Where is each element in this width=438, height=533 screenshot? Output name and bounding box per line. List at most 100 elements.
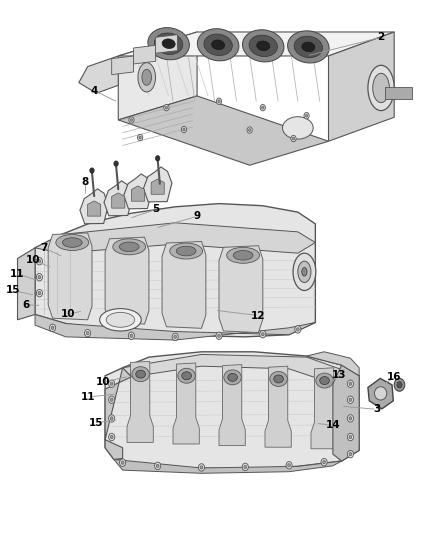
- Ellipse shape: [374, 387, 387, 400]
- Circle shape: [36, 289, 42, 297]
- Circle shape: [121, 461, 124, 464]
- Ellipse shape: [63, 238, 82, 247]
- Circle shape: [128, 332, 134, 340]
- Circle shape: [172, 333, 178, 341]
- Polygon shape: [80, 189, 109, 224]
- Polygon shape: [104, 181, 132, 216]
- Bar: [385, 87, 412, 99]
- Circle shape: [129, 117, 134, 123]
- Circle shape: [165, 106, 168, 109]
- Circle shape: [38, 276, 41, 279]
- Polygon shape: [35, 204, 315, 337]
- Text: 11: 11: [80, 392, 95, 402]
- Circle shape: [349, 398, 352, 401]
- Circle shape: [38, 292, 41, 295]
- Ellipse shape: [119, 242, 139, 252]
- Polygon shape: [88, 201, 101, 216]
- Circle shape: [114, 161, 118, 166]
- Circle shape: [36, 257, 42, 265]
- Circle shape: [260, 330, 266, 338]
- Polygon shape: [333, 365, 359, 461]
- Circle shape: [349, 435, 352, 439]
- Ellipse shape: [243, 30, 284, 62]
- Circle shape: [397, 382, 402, 388]
- Polygon shape: [311, 368, 337, 449]
- Ellipse shape: [293, 253, 316, 290]
- Circle shape: [155, 462, 161, 470]
- Polygon shape: [134, 45, 155, 64]
- Ellipse shape: [198, 29, 239, 61]
- Circle shape: [291, 135, 296, 142]
- Polygon shape: [105, 237, 149, 324]
- Circle shape: [85, 329, 91, 337]
- Ellipse shape: [373, 73, 389, 102]
- Ellipse shape: [142, 69, 152, 85]
- Circle shape: [216, 332, 222, 340]
- Circle shape: [90, 168, 94, 173]
- Text: 13: 13: [332, 370, 347, 380]
- Circle shape: [394, 378, 405, 391]
- Circle shape: [216, 98, 222, 104]
- Text: 4: 4: [91, 86, 98, 95]
- Circle shape: [138, 134, 143, 141]
- Circle shape: [156, 464, 159, 467]
- Ellipse shape: [302, 268, 307, 276]
- Circle shape: [86, 332, 89, 335]
- Ellipse shape: [298, 261, 311, 282]
- Circle shape: [139, 136, 141, 139]
- Circle shape: [260, 104, 265, 111]
- Circle shape: [286, 462, 292, 469]
- Polygon shape: [127, 361, 153, 442]
- Polygon shape: [155, 35, 177, 53]
- Ellipse shape: [274, 375, 283, 383]
- Ellipse shape: [227, 247, 259, 263]
- Polygon shape: [307, 352, 359, 376]
- Circle shape: [297, 328, 299, 331]
- Text: 12: 12: [251, 311, 266, 320]
- Ellipse shape: [257, 41, 270, 51]
- Circle shape: [347, 415, 353, 422]
- Ellipse shape: [113, 239, 145, 255]
- Ellipse shape: [283, 117, 313, 139]
- Text: 15: 15: [89, 418, 104, 427]
- Polygon shape: [328, 32, 394, 141]
- Circle shape: [109, 380, 115, 387]
- Circle shape: [292, 137, 295, 140]
- Ellipse shape: [270, 372, 287, 386]
- Text: 10: 10: [60, 310, 75, 319]
- Polygon shape: [79, 56, 118, 93]
- Ellipse shape: [132, 367, 149, 382]
- Ellipse shape: [288, 31, 329, 63]
- Circle shape: [261, 333, 264, 336]
- Circle shape: [51, 326, 54, 329]
- Text: 15: 15: [6, 286, 21, 295]
- Circle shape: [181, 126, 187, 133]
- Circle shape: [295, 326, 301, 333]
- Polygon shape: [118, 32, 197, 120]
- Ellipse shape: [136, 370, 145, 378]
- Polygon shape: [219, 365, 245, 446]
- Polygon shape: [35, 223, 315, 253]
- Text: 10: 10: [25, 255, 40, 264]
- Polygon shape: [173, 363, 199, 444]
- Text: 11: 11: [10, 269, 25, 279]
- Polygon shape: [219, 246, 263, 333]
- Circle shape: [109, 396, 115, 403]
- Text: 16: 16: [387, 373, 402, 382]
- Polygon shape: [105, 352, 359, 469]
- Ellipse shape: [316, 373, 333, 388]
- Polygon shape: [368, 378, 393, 409]
- Circle shape: [130, 118, 133, 122]
- Ellipse shape: [302, 42, 315, 52]
- Ellipse shape: [233, 251, 253, 260]
- Text: 5: 5: [152, 205, 159, 214]
- Circle shape: [36, 273, 42, 281]
- Circle shape: [347, 380, 353, 387]
- Circle shape: [349, 453, 352, 456]
- Circle shape: [244, 465, 247, 469]
- Ellipse shape: [100, 309, 141, 331]
- Polygon shape: [18, 248, 35, 320]
- Circle shape: [321, 458, 327, 466]
- Text: 6: 6: [23, 300, 30, 310]
- Circle shape: [200, 466, 203, 469]
